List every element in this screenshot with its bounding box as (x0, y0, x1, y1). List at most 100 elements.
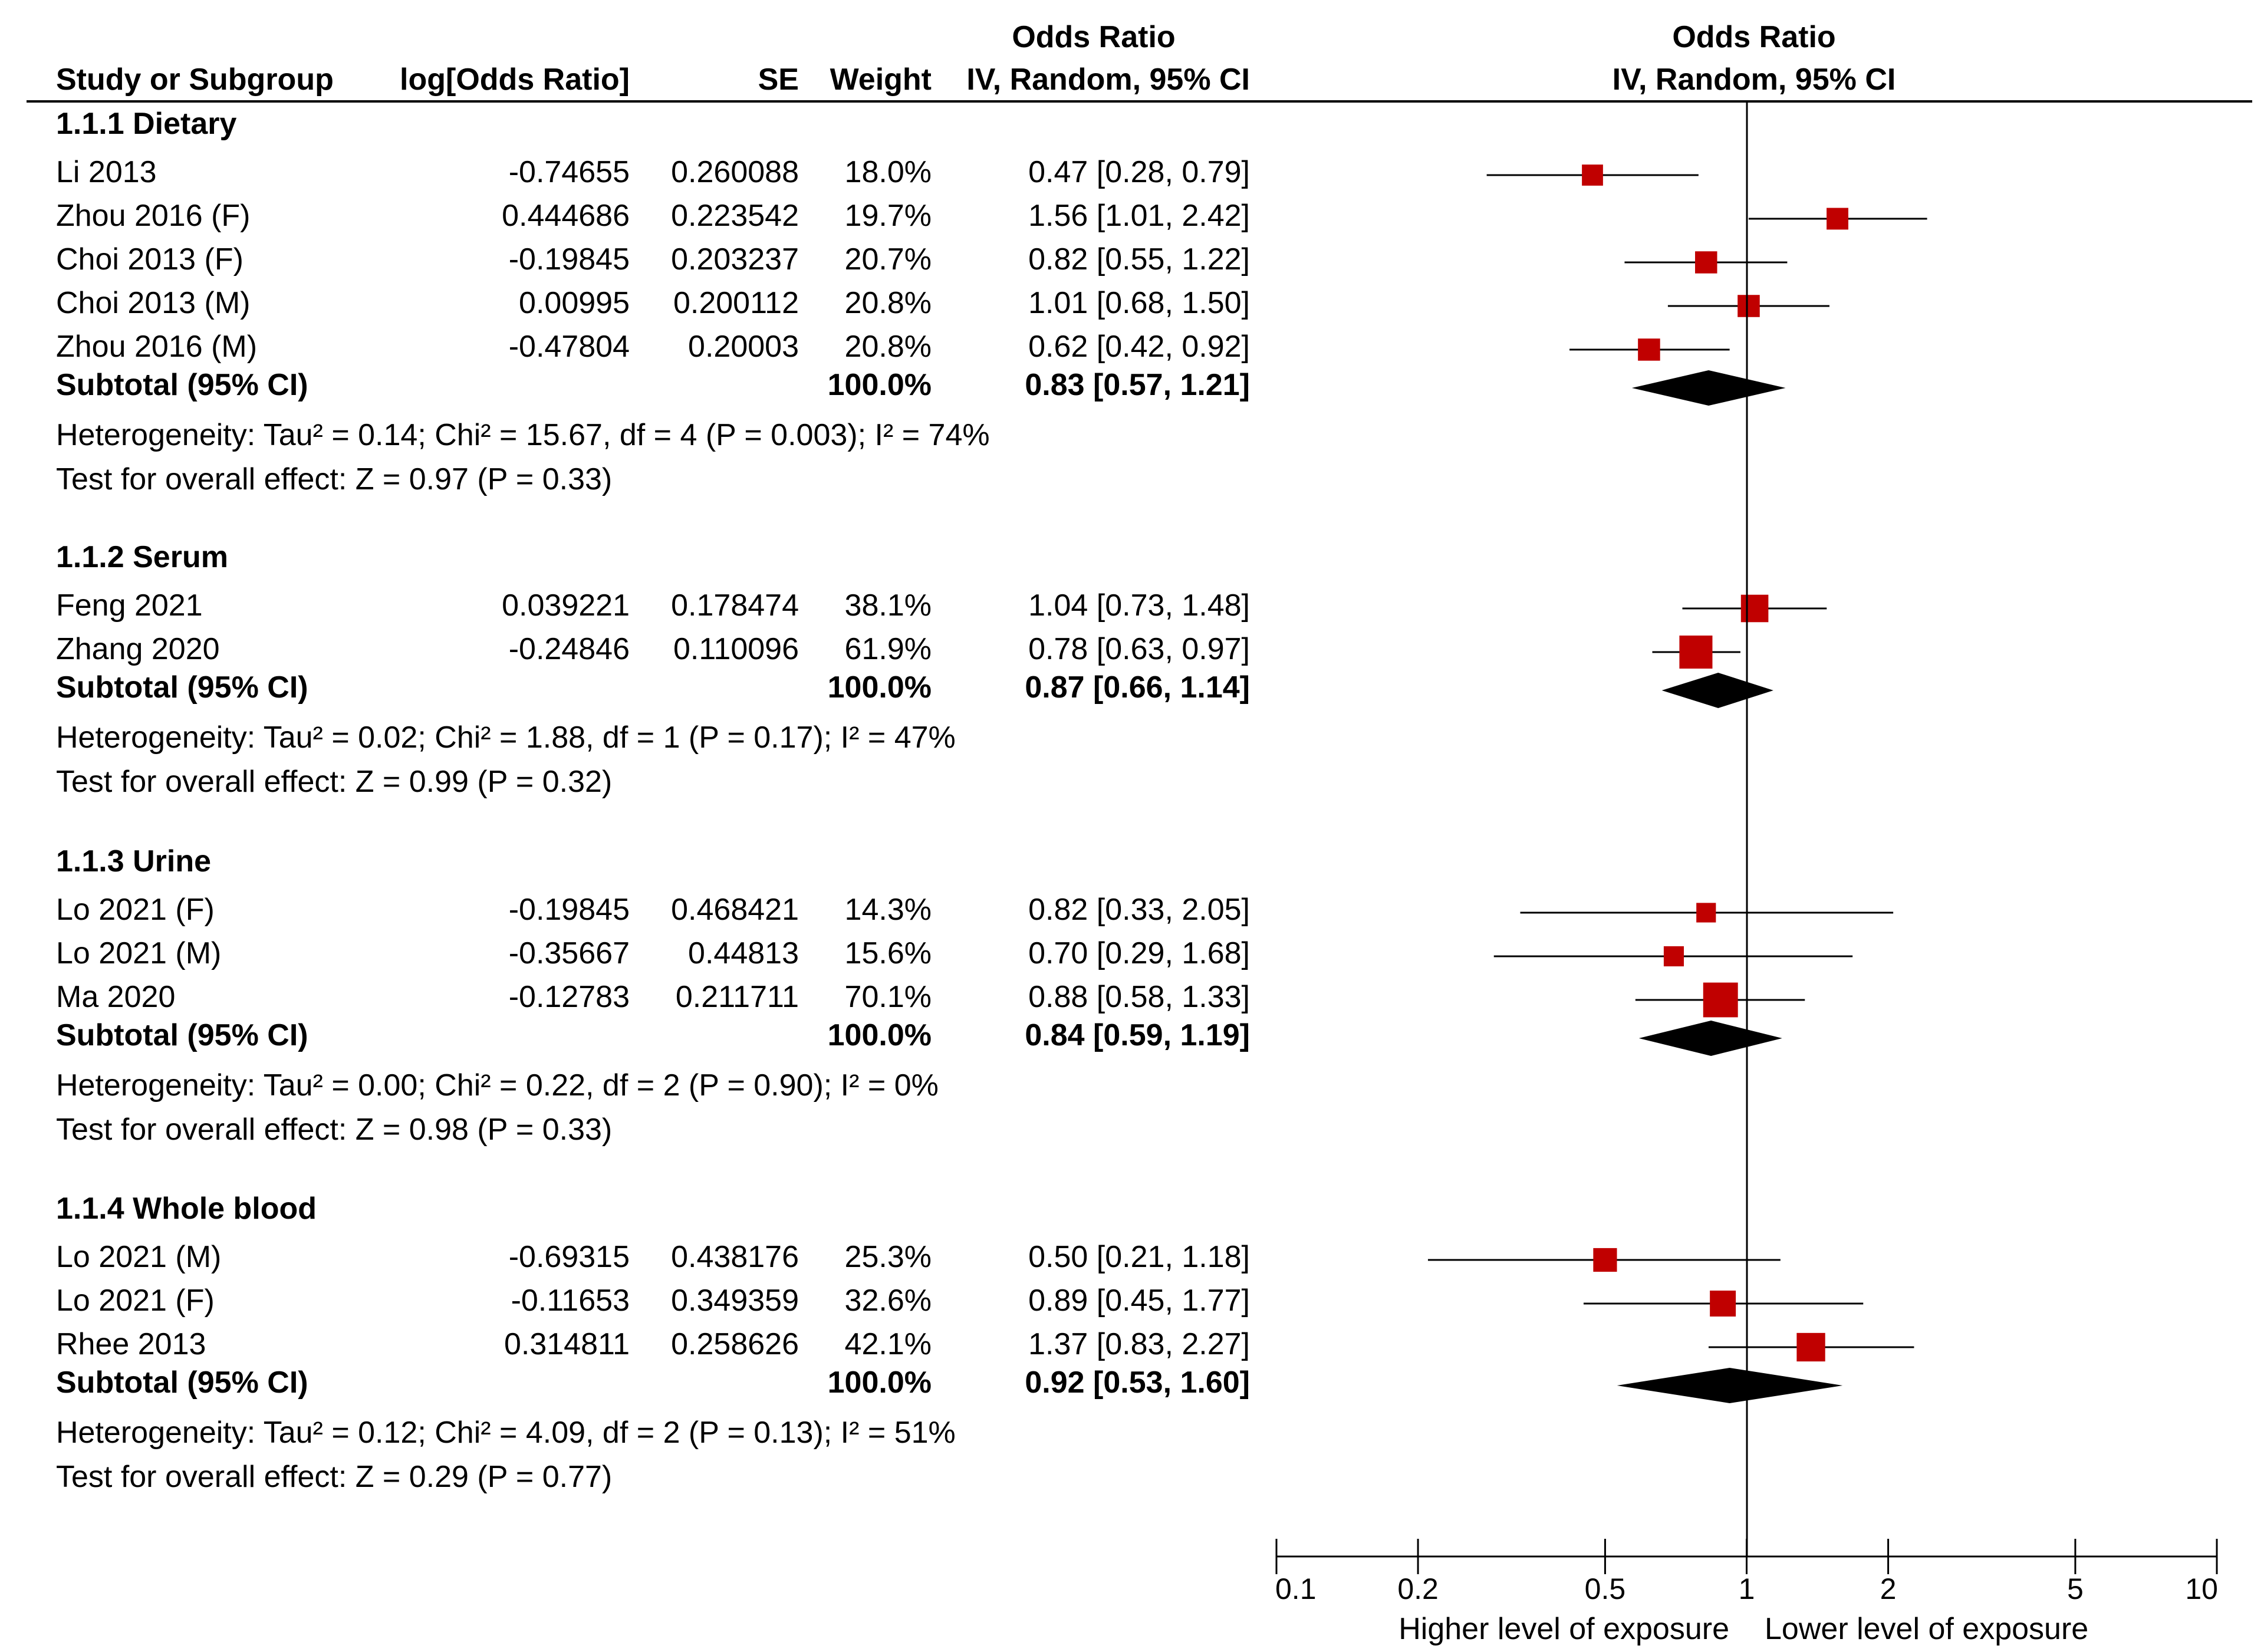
study-name: Lo 2021 (F) (56, 1284, 215, 1318)
header-se: SE (758, 62, 799, 97)
study-marker (1582, 164, 1603, 186)
subtotal-weight: 100.0% (828, 1365, 932, 1400)
study-logor: -0.47804 (509, 330, 630, 364)
forest-rows: 1.1.1 Dietary Li 2013 -0.74655 0.260088 18.0… (56, 107, 1927, 1494)
study-logor: -0.74655 (509, 155, 630, 189)
study-ci: 1.01 [0.68, 1.50] (1028, 286, 1250, 320)
axis-tick-label: 0.2 (1397, 1572, 1439, 1605)
overall-effect-text: Test for overall effect: Z = 0.97 (P = 0… (56, 462, 612, 496)
study-marker (1796, 1332, 1825, 1362)
study-name: Li 2013 (56, 155, 157, 189)
study-se: 0.258626 (671, 1327, 799, 1361)
study-ci: 0.62 [0.42, 0.92] (1028, 330, 1250, 364)
study-se: 0.211711 (676, 980, 799, 1014)
study-weight: 20.7% (845, 242, 932, 277)
study-ci: 1.04 [0.73, 1.48] (1028, 588, 1250, 623)
subtotal-ci: 0.92 [0.53, 1.60] (1025, 1365, 1250, 1400)
study-ci: 0.89 [0.45, 1.77] (1028, 1284, 1250, 1318)
study-se: 0.200112 (673, 286, 799, 320)
study-se: 0.20003 (688, 330, 799, 364)
study-se: 0.110096 (673, 632, 799, 666)
study-logor: -0.24846 (509, 632, 630, 666)
subgroup-title: 1.1.1 Dietary (56, 107, 236, 141)
header-study: Study or Subgroup (56, 62, 334, 97)
subtotal-weight: 100.0% (828, 368, 932, 402)
subtotal-diamond (1661, 673, 1773, 708)
overall-effect-text: Test for overall effect: Z = 0.29 (P = 0… (56, 1460, 612, 1494)
study-weight: 18.0% (845, 155, 932, 189)
subgroup-title: 1.1.3 Urine (56, 844, 211, 878)
axis-tick-label: 0.1 (1275, 1572, 1317, 1605)
x-axis: 0.1 0.2 0.5 1 2 5 10 Higher level of exposure Lo… (1275, 101, 2218, 1646)
subtotal-ci: 0.84 [0.59, 1.19] (1025, 1018, 1250, 1052)
study-ci: 0.50 [0.21, 1.18] (1028, 1240, 1250, 1274)
study-se: 0.178474 (671, 588, 799, 623)
study-name: Zhou 2016 (F) (56, 199, 251, 233)
study-name: Choi 2013 (M) (56, 286, 250, 320)
study-marker (1663, 946, 1684, 967)
axis-tick-label: 5 (2067, 1572, 2084, 1605)
study-weight: 32.6% (845, 1284, 932, 1318)
subtotal-label: Subtotal (95% CI) (56, 1018, 308, 1052)
study-se: 0.438176 (671, 1240, 799, 1274)
study-se: 0.349359 (671, 1284, 799, 1318)
subtotal-weight: 100.0% (828, 1018, 932, 1052)
study-logor: 0.00995 (519, 286, 630, 320)
overall-effect-text: Test for overall effect: Z = 0.98 (P = 0… (56, 1113, 612, 1147)
header-or-top: Odds Ratio (1012, 20, 1175, 54)
study-marker (1740, 594, 1769, 623)
axis-tick-label: 2 (1880, 1572, 1897, 1605)
axis-label-left: Higher level of exposure (1398, 1612, 1729, 1646)
study-marker (1679, 635, 1713, 669)
study-weight: 70.1% (845, 980, 932, 1014)
study-weight: 61.9% (845, 632, 932, 666)
study-ci: 0.88 [0.58, 1.33] (1028, 980, 1250, 1014)
study-ci: 1.56 [1.01, 2.42] (1028, 199, 1250, 233)
subtotal-diamond (1631, 370, 1786, 406)
study-weight: 25.3% (845, 1240, 932, 1274)
header-weight: Weight (830, 62, 932, 97)
subtotal-ci: 0.87 [0.66, 1.14] (1025, 670, 1250, 705)
study-logor: 0.444686 (502, 199, 630, 233)
subgroup-title: 1.1.4 Whole blood (56, 1192, 317, 1226)
study-marker (1827, 208, 1848, 230)
study-marker (1593, 1248, 1617, 1272)
study-weight: 14.3% (845, 893, 932, 927)
table-header: Odds Ratio Odds Ratio Study or Subgroup … (27, 20, 2252, 103)
subtotal-ci: 0.83 [0.57, 1.21] (1025, 368, 1250, 402)
study-marker (1638, 338, 1660, 361)
study-logor: -0.11653 (511, 1284, 630, 1318)
heterogeneity-text: Heterogeneity: Tau² = 0.02; Chi² = 1.88,… (56, 720, 956, 755)
study-marker (1695, 251, 1717, 274)
study-se: 0.468421 (671, 893, 799, 927)
subgroup-title: 1.1.2 Serum (56, 540, 228, 574)
study-logor: 0.039221 (502, 588, 630, 623)
subtotal-label: Subtotal (95% CI) (56, 368, 308, 402)
study-name: Rhee 2013 (56, 1327, 206, 1361)
axis-tick-label: 1 (1739, 1572, 1755, 1605)
study-name: Ma 2020 (56, 980, 175, 1014)
study-logor: -0.19845 (509, 893, 630, 927)
overall-effect-text: Test for overall effect: Z = 0.99 (P = 0… (56, 765, 612, 799)
study-weight: 19.7% (845, 199, 932, 233)
study-logor: -0.69315 (509, 1240, 630, 1274)
axis-label-right: Lower level of exposure (1765, 1612, 2088, 1646)
subtotal-diamond (1638, 1021, 1782, 1056)
study-weight: 38.1% (845, 588, 932, 623)
study-marker (1703, 982, 1738, 1018)
study-weight: 42.1% (845, 1327, 932, 1361)
study-name: Feng 2021 (56, 588, 203, 623)
study-weight: 15.6% (845, 936, 932, 970)
subtotal-weight: 100.0% (828, 670, 932, 705)
study-se: 0.223542 (671, 199, 799, 233)
study-ci: 1.37 [0.83, 2.27] (1028, 1327, 1250, 1361)
study-marker (1738, 295, 1760, 317)
study-name: Lo 2021 (M) (56, 936, 221, 970)
heterogeneity-text: Heterogeneity: Tau² = 0.12; Chi² = 4.09,… (56, 1416, 956, 1450)
study-logor: -0.19845 (509, 242, 630, 277)
study-weight: 20.8% (845, 286, 932, 320)
study-ci: 0.82 [0.55, 1.22] (1028, 242, 1250, 277)
study-marker (1710, 1291, 1736, 1317)
axis-tick-label: 0.5 (1585, 1572, 1626, 1605)
